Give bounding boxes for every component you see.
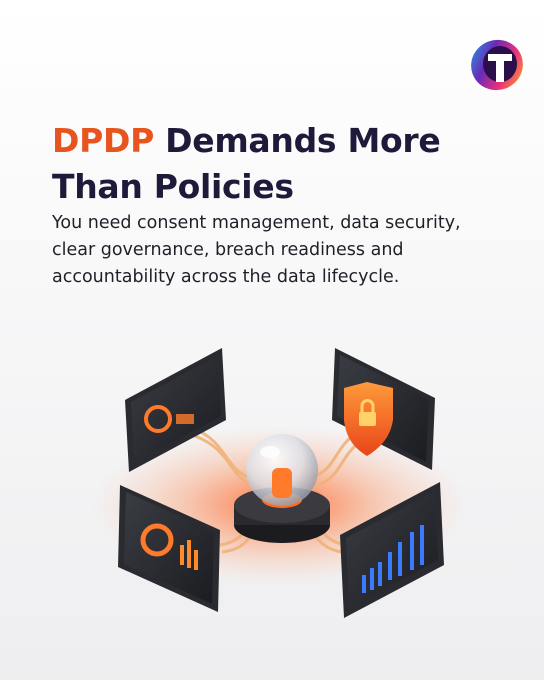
headline: DPDP Demands More Than Policies	[52, 118, 441, 210]
tablet	[125, 348, 226, 472]
headline-text: Than Policies	[52, 167, 294, 206]
body-line: accountability across the data lifecycle…	[52, 267, 400, 287]
body-line: clear governance, breach readiness and	[52, 240, 404, 260]
headline-highlight: DPDP	[52, 121, 154, 160]
tablet	[332, 348, 435, 470]
illustration	[90, 348, 470, 618]
logo	[471, 39, 523, 91]
body-text: You need consent management, data securi…	[52, 210, 461, 291]
tablet	[340, 482, 444, 618]
body-line: You need consent management, data securi…	[52, 213, 461, 233]
core	[234, 434, 330, 543]
headline-text: Demands More	[165, 121, 441, 160]
tablet	[118, 485, 220, 612]
